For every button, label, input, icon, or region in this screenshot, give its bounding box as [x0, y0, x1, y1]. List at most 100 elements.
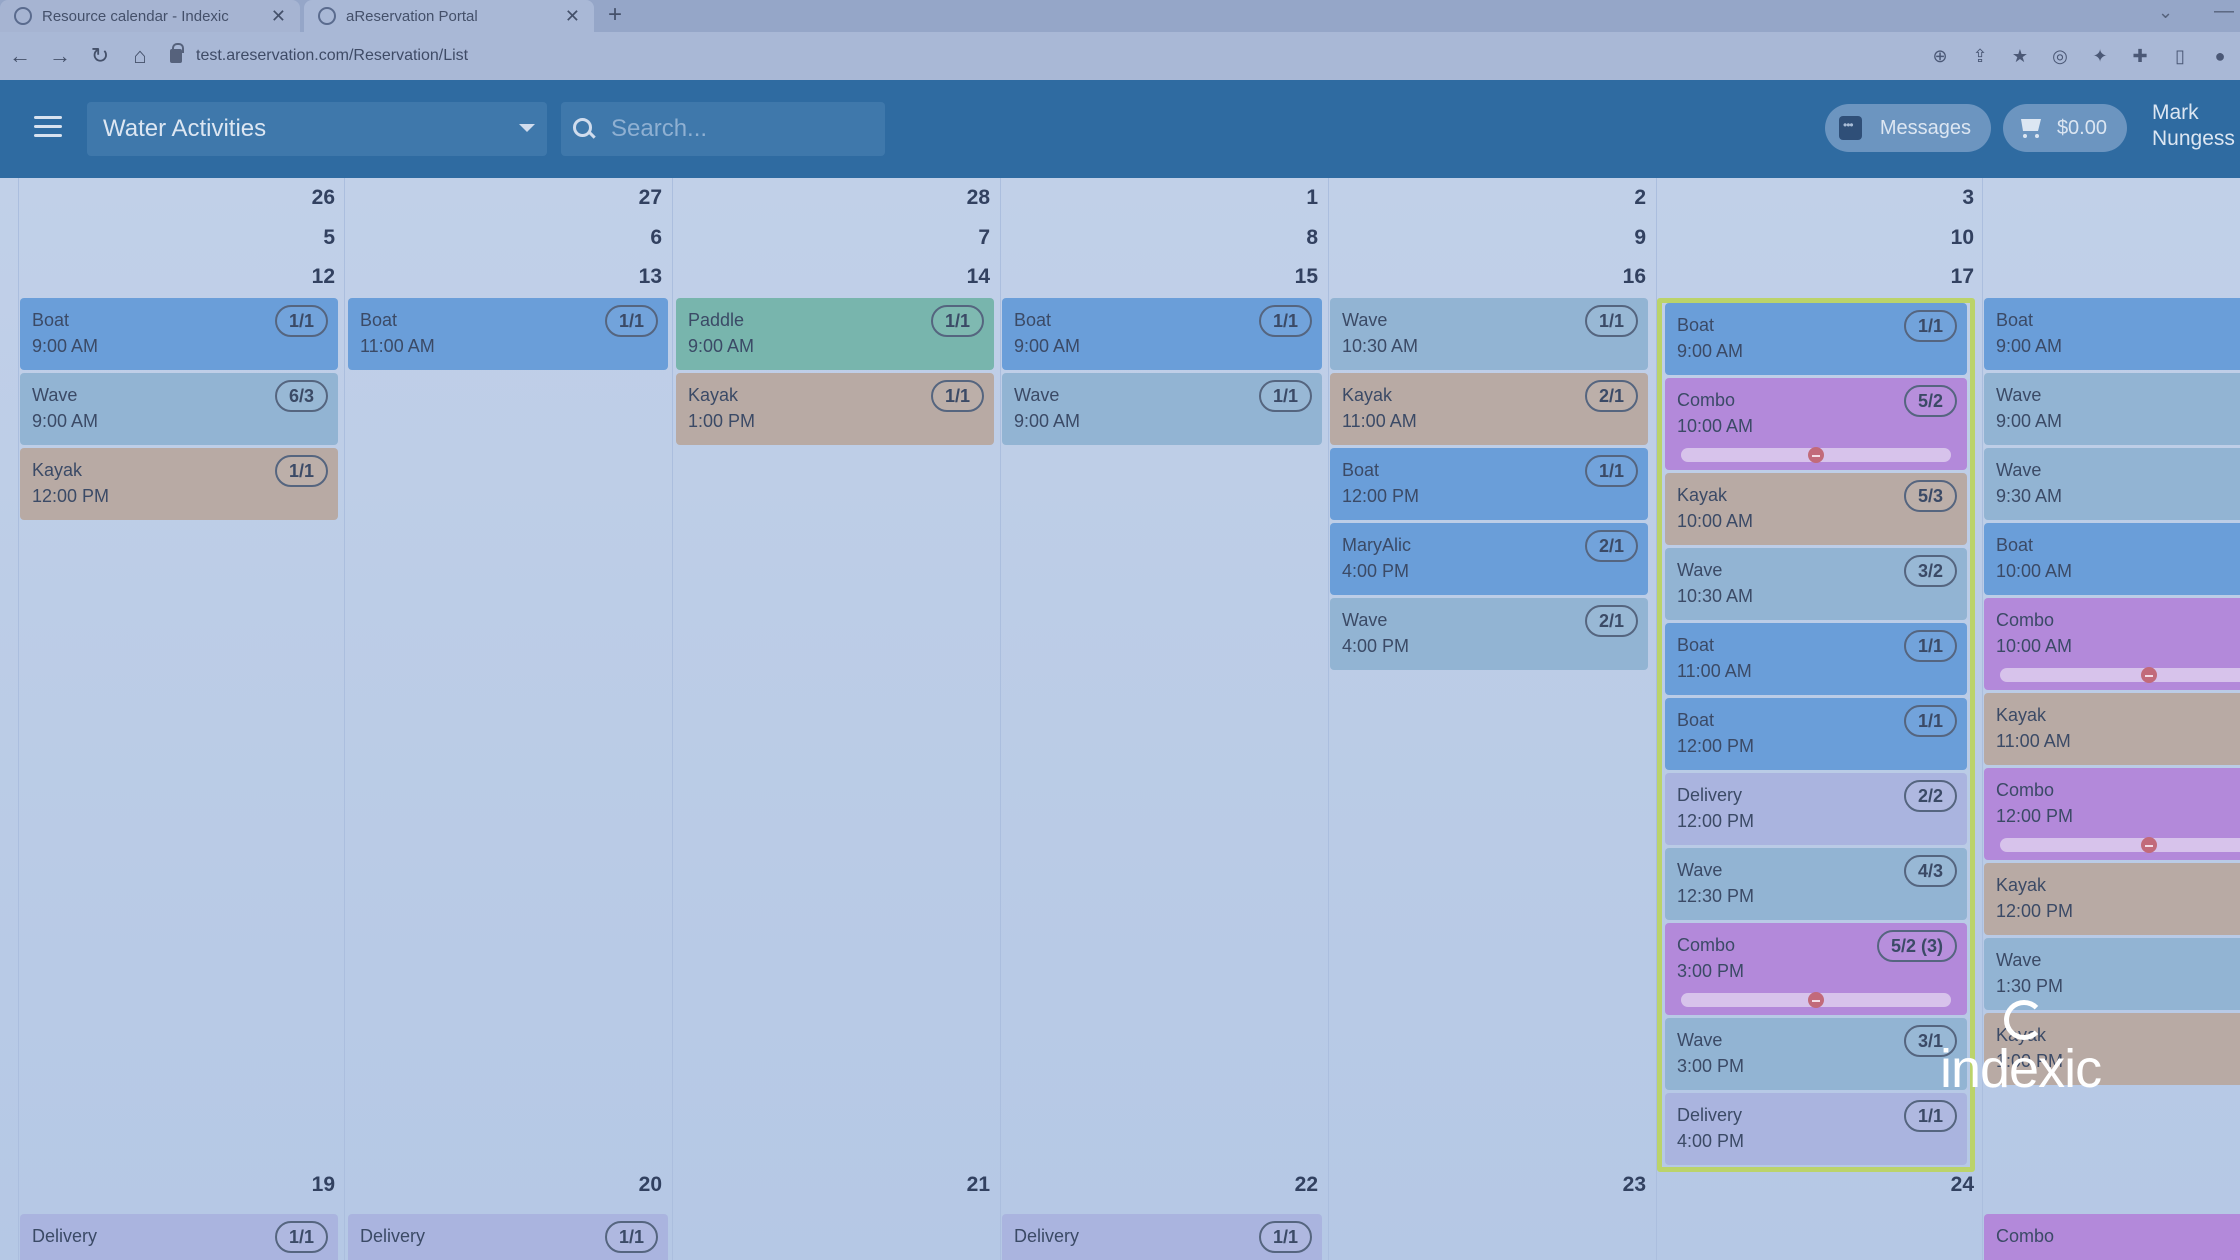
star-icon[interactable]: ★ [2011, 45, 2029, 66]
day-number[interactable]: 3 [1962, 186, 1974, 209]
reservation-event-card[interactable]: Combo [1984, 1214, 2240, 1260]
url-field[interactable]: test.areservation.com/Reservation/List [170, 43, 468, 65]
reservation-event-card[interactable]: Kayak 1:00 PM 1/1 [676, 373, 994, 445]
day-number[interactable]: 28 [966, 186, 990, 209]
reservation-event-card[interactable]: Kayak 10:00 AM 5/3 [1665, 473, 1967, 545]
home-button[interactable]: ⌂ [133, 43, 147, 68]
reservation-event-card[interactable]: Boat 9:00 AM 1/1 [20, 298, 338, 370]
menu-icon[interactable] [34, 116, 62, 138]
day-number[interactable]: 7 [978, 226, 990, 249]
account-icon[interactable]: ● [2214, 45, 2226, 66]
reservation-event-card[interactable]: Wave 4:00 PM 2/1 [1330, 598, 1648, 670]
reservation-event-card[interactable]: MaryAlic 4:00 PM 2/1 [1330, 523, 1648, 595]
reservation-event-card[interactable]: Wave 9:00 AM [1984, 373, 2240, 445]
day-number[interactable]: 23 [1622, 1173, 1646, 1196]
close-tab-icon[interactable]: ✕ [270, 5, 286, 26]
cart-button[interactable]: $0.00 [2003, 104, 2127, 152]
sidepanel-icon[interactable]: ▯ [2175, 45, 2185, 66]
reservation-event-card[interactable]: Boat 9:00 AM 1/1 [1002, 298, 1322, 370]
day-number[interactable]: 6 [650, 226, 662, 249]
reservation-event-card[interactable]: Boat 10:00 AM [1984, 523, 2240, 595]
day-number[interactable]: 16 [1622, 265, 1646, 288]
user-menu[interactable]: Mark Nungess [2152, 100, 2240, 152]
forward-button[interactable]: → [49, 43, 71, 68]
puzzle-icon[interactable]: ✚ [2132, 45, 2148, 66]
reload-button[interactable]: ↻ [90, 43, 110, 68]
cart-icon [2017, 117, 2041, 139]
back-button[interactable]: ← [9, 43, 31, 68]
reservation-event-card[interactable]: Boat 11:00 AM 1/1 [1665, 623, 1967, 695]
capacity-badge: 1/1 [604, 305, 658, 337]
reservation-event-card[interactable]: Wave 12:30 PM 4/3 [1665, 848, 1967, 920]
reservation-event-card[interactable]: Combo 3:00 PM 5/2 (3) [1665, 923, 1967, 1015]
capacity-badge: 2/1 [1584, 605, 1638, 637]
day-number[interactable]: 17 [1950, 265, 1974, 288]
day-number[interactable]: 1 [1306, 186, 1318, 209]
reservation-event-card[interactable]: Boat 11:00 AM 1/1 [348, 298, 668, 370]
reservation-event-card[interactable]: Wave 3:00 PM 3/1 [1665, 1018, 1967, 1090]
day-number[interactable]: 22 [1294, 1173, 1318, 1196]
reservation-event-card[interactable]: Delivery 1/1 [1002, 1214, 1322, 1260]
day-number[interactable]: 9 [1634, 226, 1646, 249]
day-number[interactable]: 13 [638, 265, 662, 288]
activity-dropdown[interactable]: Water Activities [87, 102, 547, 156]
day-number[interactable]: 27 [638, 186, 662, 209]
reservation-event-card[interactable]: Combo 10:00 AM 5/2 [1665, 378, 1967, 470]
day-number[interactable]: 10 [1950, 226, 1974, 249]
reservation-event-card[interactable]: Combo 10:00 AM [1984, 598, 2240, 690]
reservation-event-card[interactable]: Delivery 1/1 [20, 1214, 338, 1260]
minimize-window-icon[interactable]: — [2214, 0, 2234, 22]
browser-tab-areservation[interactable]: aReservation Portal ✕ [304, 0, 594, 32]
day-number[interactable]: 26 [311, 186, 335, 209]
reservation-event-card[interactable]: Wave 10:30 AM 1/1 [1330, 298, 1648, 370]
reservation-event-card[interactable]: Wave 1:30 PM [1984, 938, 2240, 1010]
day-number[interactable]: 15 [1294, 265, 1318, 288]
event-name: Boat [1677, 315, 1715, 335]
reservation-event-card[interactable]: Wave 10:30 AM 3/2 [1665, 548, 1967, 620]
reservation-event-card[interactable]: Delivery 12:00 PM 2/2 [1665, 773, 1967, 845]
event-time: 12:00 PM [1996, 806, 2074, 826]
day-number[interactable]: 5 [323, 226, 335, 249]
reservation-event-card[interactable]: Wave 9:00 AM 1/1 [1002, 373, 1322, 445]
reservation-event-card[interactable]: Wave 9:00 AM 6/3 [20, 373, 338, 445]
reservation-event-card[interactable]: Wave 9:30 AM [1984, 448, 2240, 520]
reservation-event-card[interactable]: Delivery 1/1 [348, 1214, 668, 1260]
capacity-badge: 1/1 [1903, 1100, 1957, 1132]
event-time: 9:00 AM [1014, 411, 1081, 431]
reservation-event-card[interactable]: Boat 9:00 AM 1/1 [1665, 303, 1967, 375]
capacity-badge: 6/3 [274, 380, 328, 412]
day-number[interactable]: 12 [311, 265, 335, 288]
day-number[interactable]: 24 [1950, 1173, 1974, 1196]
search-input[interactable] [611, 115, 861, 143]
day-number[interactable]: 8 [1306, 226, 1318, 249]
reservation-event-card[interactable]: Kayak 12:00 PM [1984, 863, 2240, 935]
reservation-event-card[interactable]: Paddle 9:00 AM 1/1 [676, 298, 994, 370]
day-number[interactable]: 2 [1634, 186, 1646, 209]
messages-button[interactable]: Messages [1825, 104, 1991, 152]
zoom-icon[interactable]: ⊕ [1932, 45, 1948, 66]
event-name: Wave [1996, 385, 2042, 405]
day-number[interactable]: 19 [311, 1173, 335, 1196]
reservation-event-card[interactable]: Boat 12:00 PM 1/1 [1665, 698, 1967, 770]
event-name: Wave [1677, 560, 1723, 580]
reservation-event-card[interactable]: Kayak 12:00 PM 1/1 [20, 448, 338, 520]
day-number[interactable]: 14 [966, 265, 990, 288]
profile-icon[interactable]: ◎ [2052, 45, 2068, 66]
extension-icon[interactable]: ✦ [2092, 45, 2108, 66]
day-number[interactable]: 20 [638, 1173, 662, 1196]
search-box[interactable] [561, 102, 885, 156]
share-icon[interactable]: ⇪ [1972, 45, 1988, 66]
close-tab-icon[interactable]: ✕ [564, 5, 580, 26]
browser-tab-resource-calendar[interactable]: Resource calendar - Indexic ✕ [0, 0, 300, 32]
activity-dropdown-value: Water Activities [103, 115, 267, 142]
reservation-event-card[interactable]: Boat 12:00 PM 1/1 [1330, 448, 1648, 520]
event-name: Wave [1014, 385, 1060, 405]
reservation-event-card[interactable]: Delivery 4:00 PM 1/1 [1665, 1093, 1967, 1165]
reservation-event-card[interactable]: Boat 9:00 AM [1984, 298, 2240, 370]
reservation-event-card[interactable]: Kayak 11:00 AM [1984, 693, 2240, 765]
reservation-event-card[interactable]: Kayak 11:00 AM 2/1 [1330, 373, 1648, 445]
tab-search-chevron-icon[interactable]: ⌄ [2158, 2, 2174, 22]
new-tab-button[interactable]: + [608, 1, 623, 28]
day-number[interactable]: 21 [966, 1173, 990, 1196]
